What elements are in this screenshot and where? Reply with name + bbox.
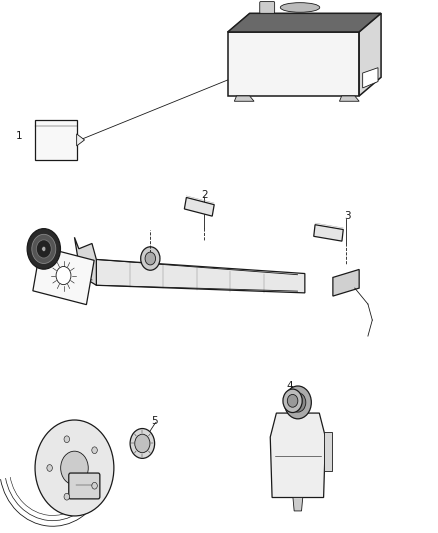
FancyBboxPatch shape xyxy=(260,2,275,13)
Text: 5: 5 xyxy=(151,416,158,426)
Circle shape xyxy=(135,434,150,453)
Circle shape xyxy=(27,229,60,269)
Circle shape xyxy=(130,429,155,458)
Circle shape xyxy=(42,246,46,252)
Circle shape xyxy=(64,436,70,442)
Circle shape xyxy=(287,394,298,407)
Circle shape xyxy=(92,447,97,454)
Circle shape xyxy=(47,465,53,471)
Polygon shape xyxy=(33,246,94,305)
Polygon shape xyxy=(228,13,381,32)
Polygon shape xyxy=(74,237,96,285)
Polygon shape xyxy=(35,120,77,160)
Polygon shape xyxy=(363,68,378,88)
Polygon shape xyxy=(293,497,303,511)
Polygon shape xyxy=(314,225,343,241)
Polygon shape xyxy=(77,134,85,146)
Circle shape xyxy=(141,247,160,270)
Polygon shape xyxy=(96,260,305,293)
Circle shape xyxy=(64,494,70,500)
Polygon shape xyxy=(184,197,214,216)
Circle shape xyxy=(283,389,302,413)
Polygon shape xyxy=(359,13,381,96)
Circle shape xyxy=(56,266,71,285)
Circle shape xyxy=(32,235,56,263)
Circle shape xyxy=(36,240,51,258)
Polygon shape xyxy=(270,413,325,497)
Polygon shape xyxy=(228,32,359,96)
Text: 1: 1 xyxy=(15,131,22,141)
Polygon shape xyxy=(234,96,254,101)
Polygon shape xyxy=(333,270,359,296)
Circle shape xyxy=(35,420,114,516)
Polygon shape xyxy=(228,13,381,32)
Circle shape xyxy=(60,451,88,485)
Polygon shape xyxy=(339,96,359,101)
FancyBboxPatch shape xyxy=(69,473,100,499)
Text: 2: 2 xyxy=(201,190,208,199)
Circle shape xyxy=(145,252,155,265)
Circle shape xyxy=(92,482,97,489)
Text: 4: 4 xyxy=(287,382,293,391)
Ellipse shape xyxy=(280,3,320,12)
Polygon shape xyxy=(324,432,332,471)
Circle shape xyxy=(284,386,311,419)
Circle shape xyxy=(290,393,306,412)
Text: 3: 3 xyxy=(344,211,350,221)
